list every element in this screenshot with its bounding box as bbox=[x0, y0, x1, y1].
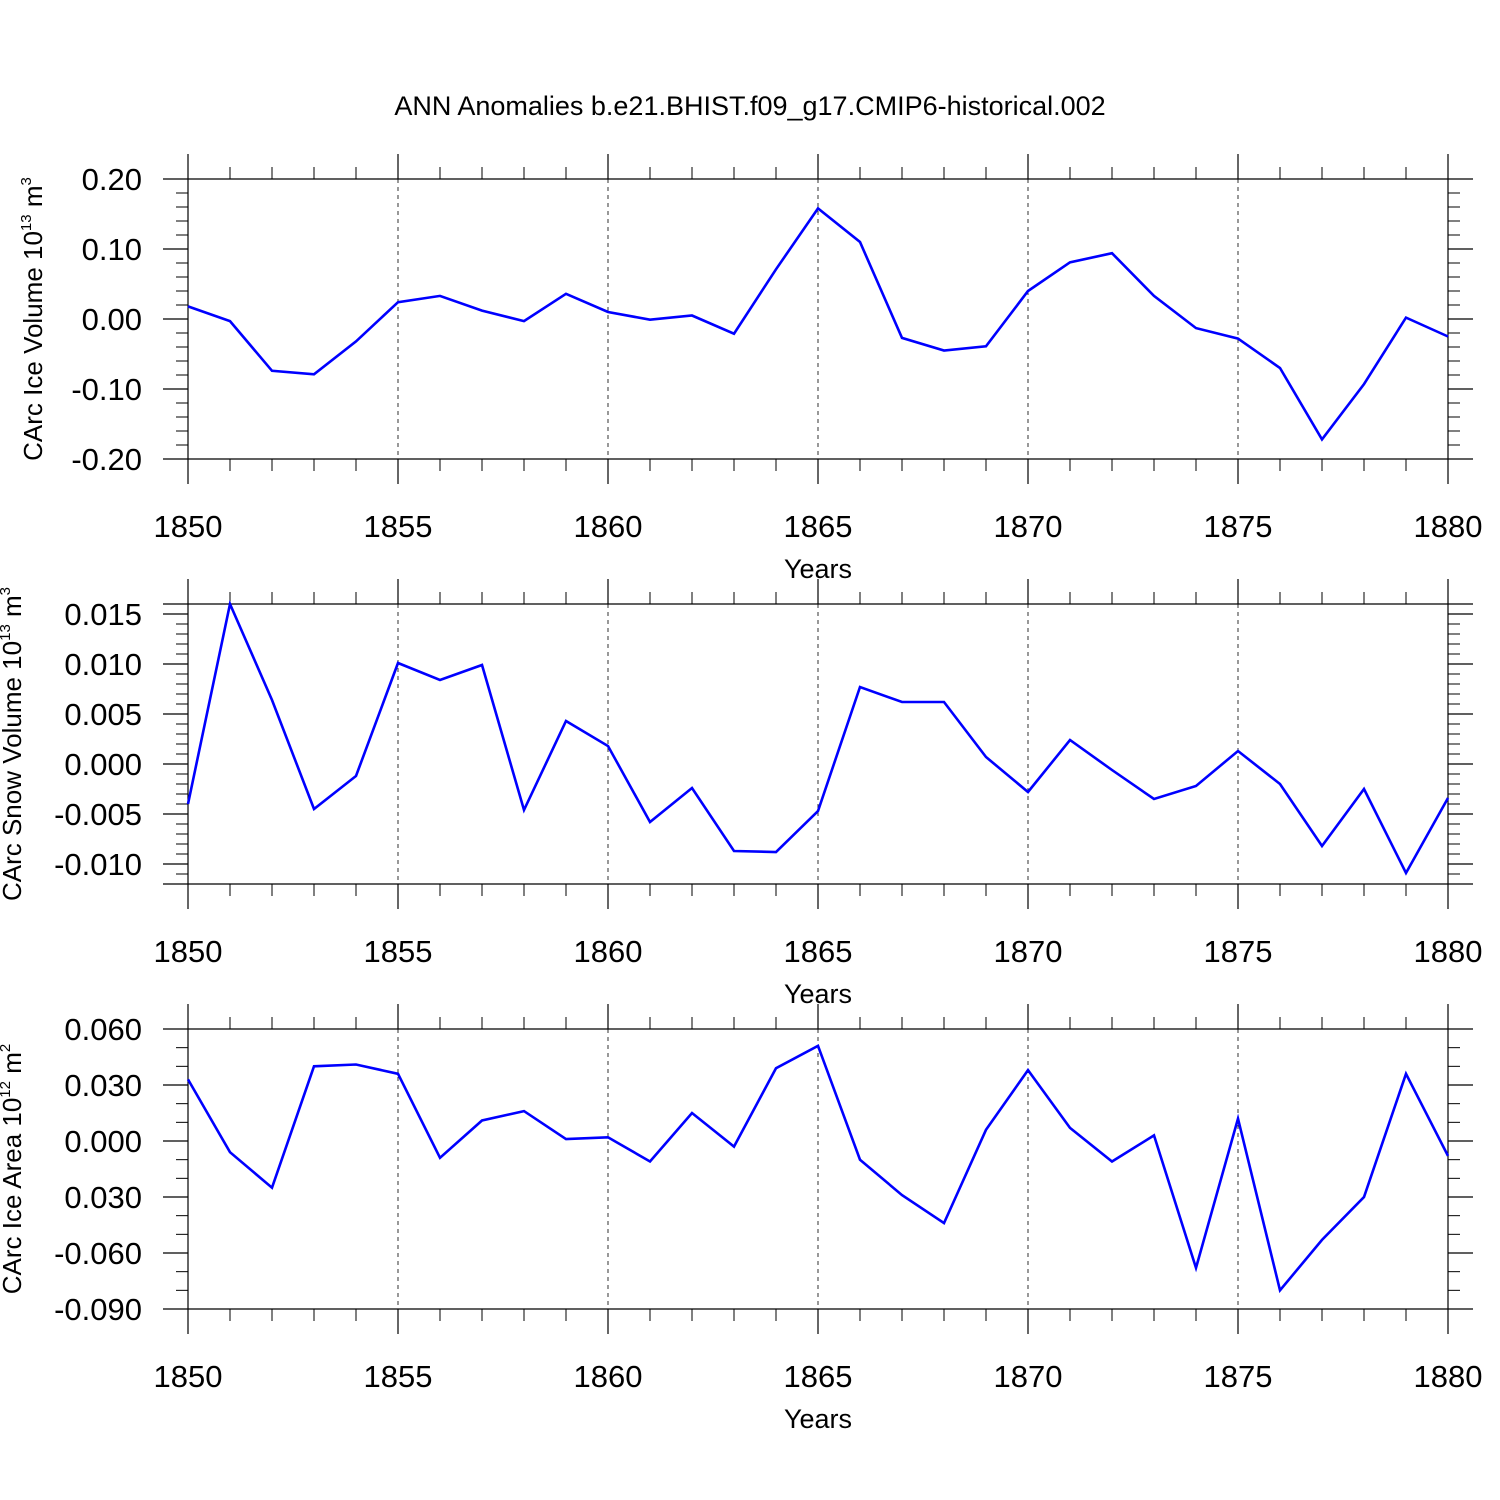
y-tick-label: 0.20 bbox=[82, 162, 142, 197]
y-axis-label-text: CArc Ice Area 10 bbox=[0, 1098, 27, 1295]
x-axis-label: Years bbox=[784, 1404, 852, 1434]
y-axis-label-text: CArc Snow Volume 10 bbox=[0, 641, 27, 901]
y-tick-label: -0.010 bbox=[54, 847, 142, 882]
x-tick-label: 1880 bbox=[1414, 934, 1483, 969]
y-tick-label: 0.000 bbox=[64, 747, 142, 782]
y-tick-label: -0.10 bbox=[71, 372, 142, 407]
y-tick-label: 0.010 bbox=[64, 647, 142, 682]
y-tick-label: 0.00 bbox=[82, 302, 142, 337]
x-tick-label: 1880 bbox=[1414, 1359, 1483, 1394]
y-tick-label: 0.060 bbox=[64, 1012, 142, 1047]
x-tick-label: 1850 bbox=[154, 934, 223, 969]
x-tick-label: 1875 bbox=[1204, 509, 1273, 544]
x-tick-label: 1850 bbox=[154, 509, 223, 544]
panel-2: -0.010 -0.005 0.000 0.005 0.010 0.015 1850 1855… bbox=[0, 579, 1482, 1009]
x-tick-label: 1855 bbox=[364, 1359, 433, 1394]
y-axis-label-unit: m bbox=[0, 1052, 27, 1081]
x-tick-label: 1870 bbox=[994, 1359, 1063, 1394]
y-tick-label: -0.005 bbox=[54, 797, 142, 832]
y-tick-label: 0.10 bbox=[82, 232, 142, 267]
y-tick-label: 0.030 bbox=[64, 1180, 142, 1215]
y-tick-label: 0.015 bbox=[64, 597, 142, 632]
y-tick-label: 0.000 bbox=[64, 1124, 142, 1159]
x-tick-label: 1870 bbox=[994, 934, 1063, 969]
x-tick-label: 1860 bbox=[574, 934, 643, 969]
y-axis-label: CArc Ice Volume 1013 m3 bbox=[18, 177, 48, 461]
series-line-1 bbox=[187, 206, 1449, 442]
y-axis-label-exponent: 13 bbox=[18, 214, 35, 231]
panel-1: -0.20 -0.10 0.00 0.10 0.20 1850 1855 1860 1865 18… bbox=[18, 154, 1482, 584]
y-tick-label: 0.030 bbox=[64, 1068, 142, 1103]
x-tick-label: 1865 bbox=[784, 509, 853, 544]
series-line-1 bbox=[186, 1043, 1450, 1294]
x-tick-label: 1860 bbox=[574, 509, 643, 544]
x-tick-label: 1860 bbox=[574, 1359, 643, 1394]
series-line-1 bbox=[186, 599, 1450, 876]
y-axis-label-unit-exponent: 2 bbox=[0, 1044, 14, 1052]
y-tick-label: -0.090 bbox=[54, 1292, 142, 1327]
y-axis-label-text: CArc Ice Volume 10 bbox=[18, 231, 48, 461]
y-axis-label: CArc Snow Volume 1013 m3 bbox=[0, 587, 27, 901]
y-axis-label: CArc Ice Area 1012 m2 bbox=[0, 1044, 27, 1294]
x-tick-label: 1850 bbox=[154, 1359, 223, 1394]
x-tick-label: 1865 bbox=[784, 934, 853, 969]
y-tick-label: -0.060 bbox=[54, 1236, 142, 1271]
figure-title: ANN Anomalies b.e21.BHIST.f09_g17.CMIP6-… bbox=[394, 91, 1105, 121]
x-tick-label: 1855 bbox=[364, 509, 433, 544]
x-tick-label: 1855 bbox=[364, 934, 433, 969]
y-axis-label-unit-exponent: 3 bbox=[0, 587, 14, 595]
y-axis-label-exponent: 12 bbox=[0, 1081, 14, 1098]
y-tick-label: -0.20 bbox=[71, 442, 142, 477]
x-tick-label: 1880 bbox=[1414, 509, 1483, 544]
panel-3: -0.090 -0.060 0.030 0.000 0.030 0.060 1850 1855… bbox=[0, 1004, 1482, 1434]
panels: -0.20 -0.10 0.00 0.10 0.20 1850 1855 1860 1865 18… bbox=[0, 154, 1482, 1434]
x-tick-label: 1870 bbox=[994, 509, 1063, 544]
x-tick-label: 1875 bbox=[1204, 934, 1273, 969]
y-axis-label-unit: m bbox=[18, 185, 48, 214]
x-tick-label: 1865 bbox=[784, 1359, 853, 1394]
y-tick-label: 0.005 bbox=[64, 697, 142, 732]
y-axis-label-unit: m bbox=[0, 595, 27, 624]
y-axis-label-unit-exponent: 3 bbox=[18, 177, 35, 185]
x-tick-label: 1875 bbox=[1204, 1359, 1273, 1394]
y-axis-label-exponent: 13 bbox=[0, 624, 14, 641]
